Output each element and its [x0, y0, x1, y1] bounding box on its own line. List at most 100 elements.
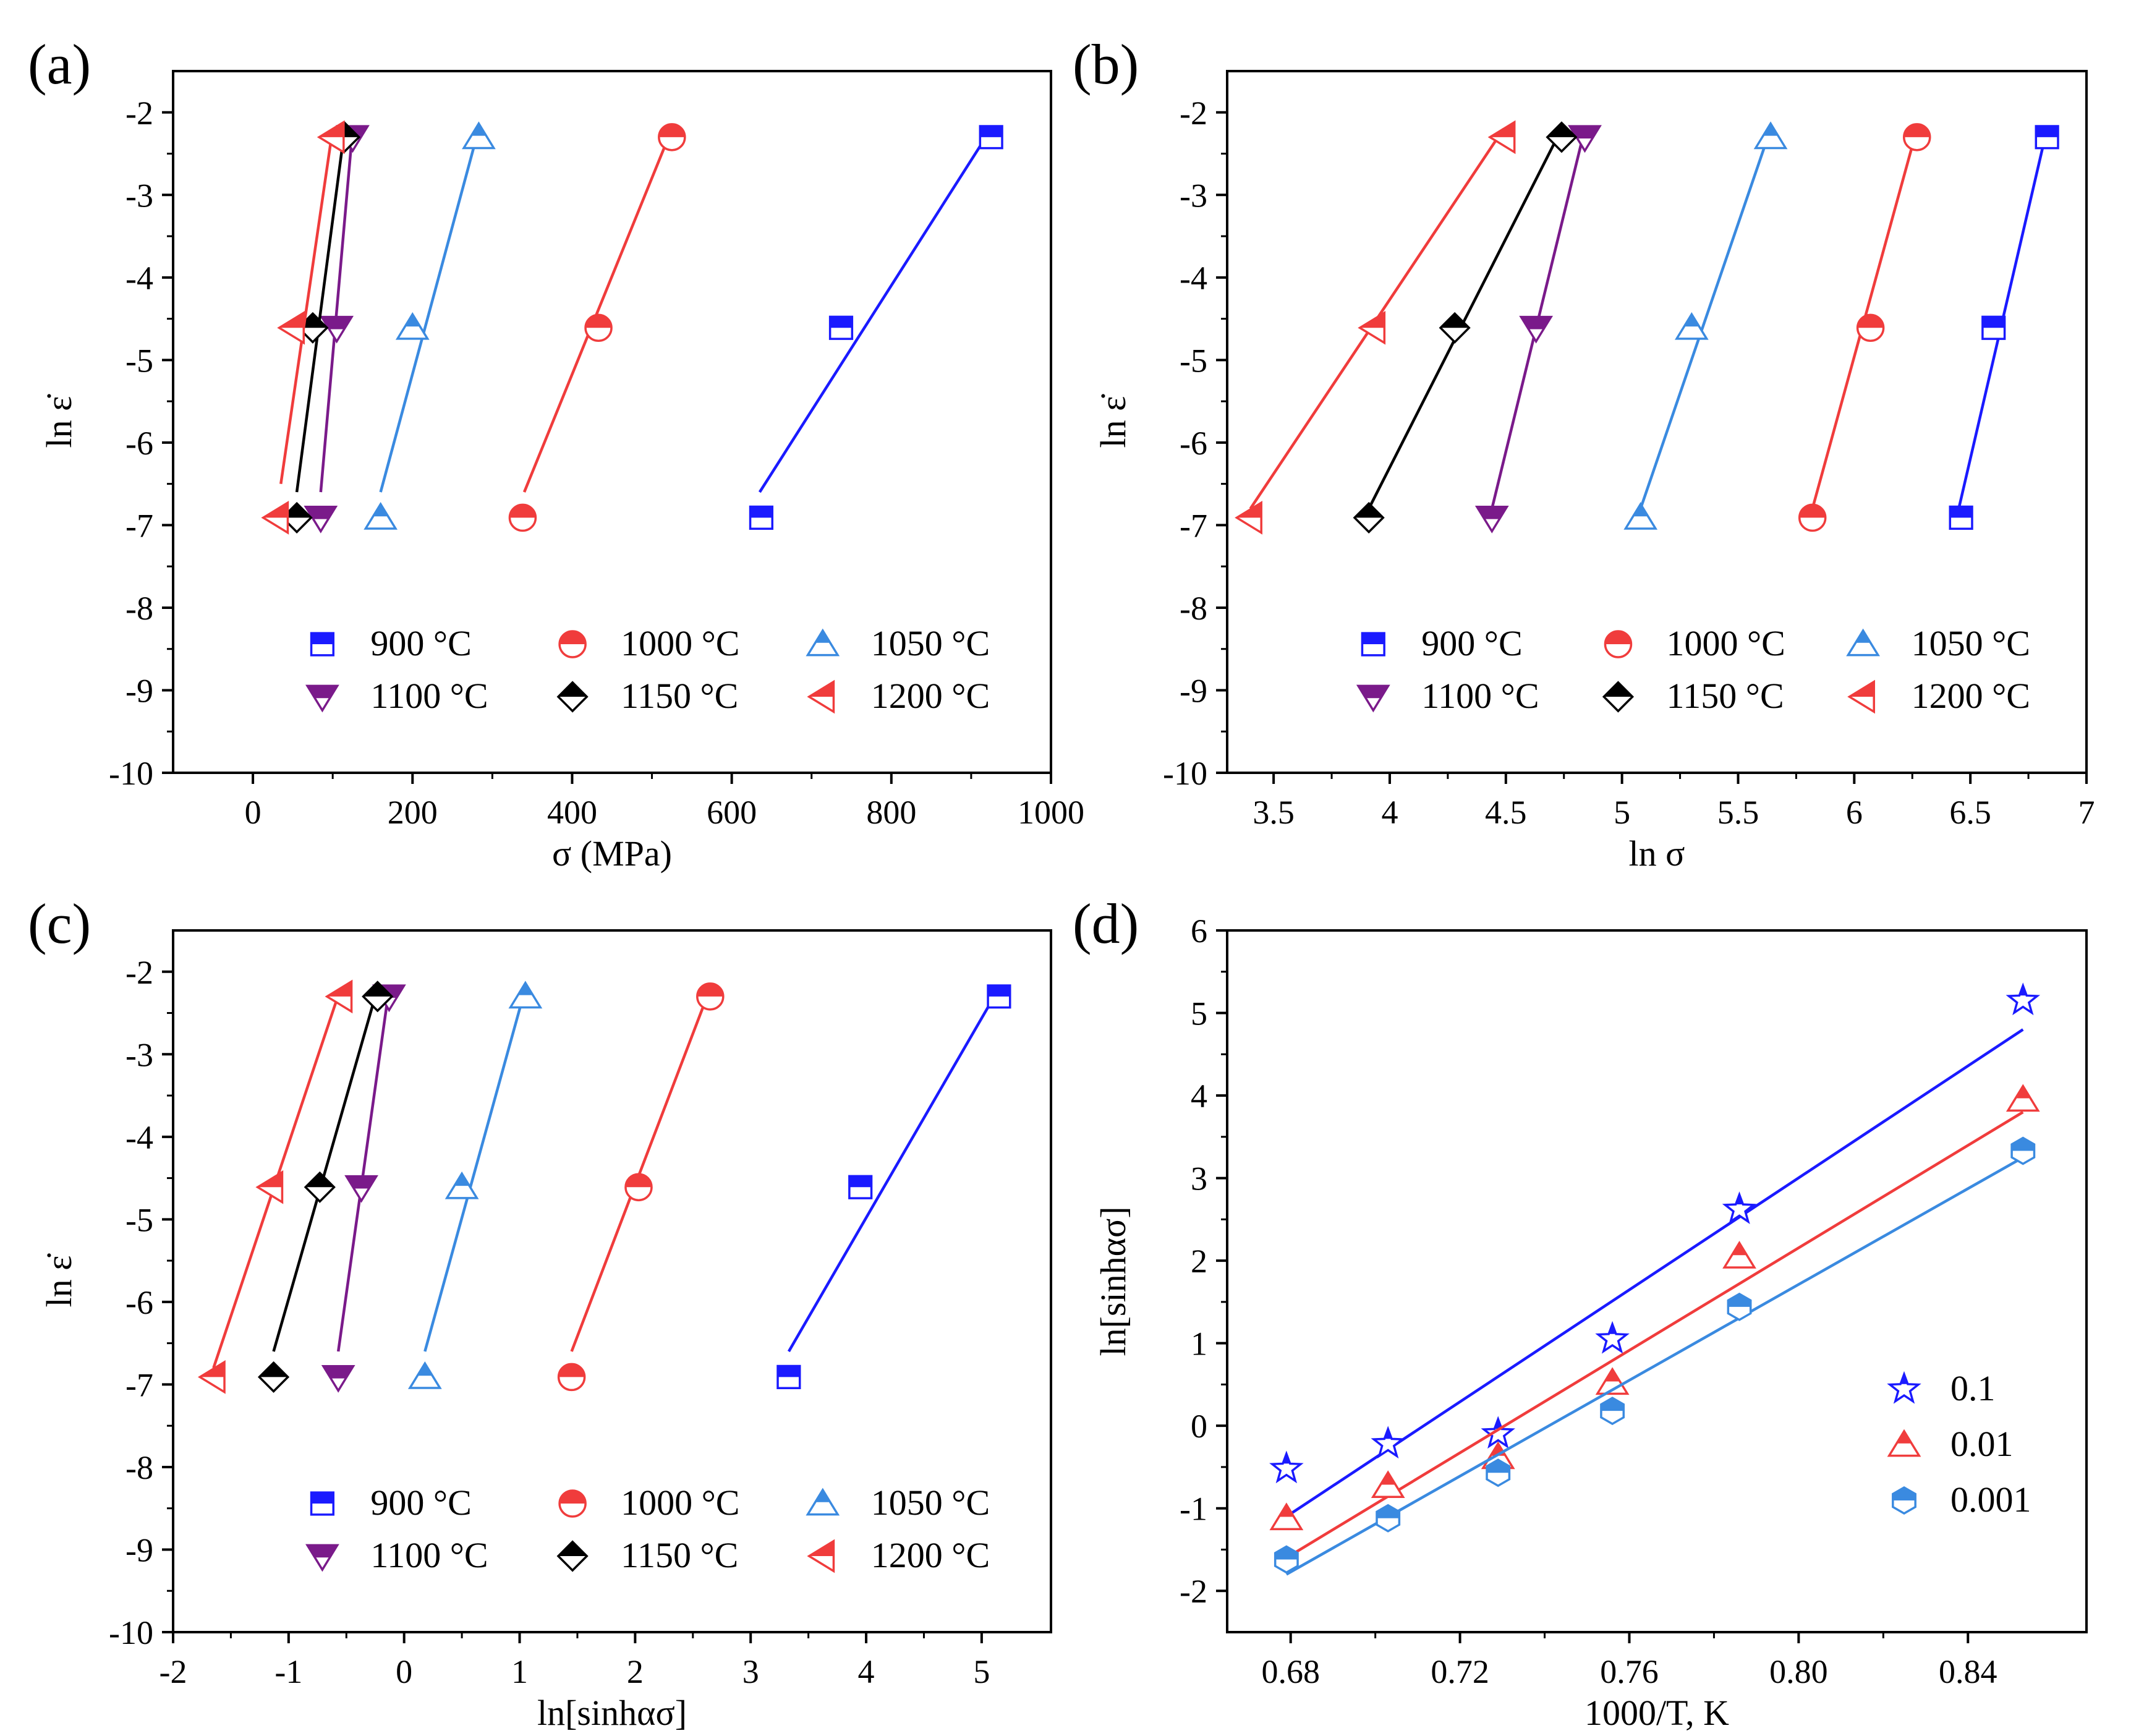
legend-item: 900 °C [1361, 623, 1523, 663]
x-tick-label: 1000 [1018, 794, 1084, 831]
legend-marker [558, 630, 587, 658]
data-point [1623, 501, 1658, 530]
series-900 [1949, 125, 2059, 530]
legend-item: 1000 °C [1604, 623, 1785, 663]
data-point [1949, 505, 1973, 530]
legend-item: 1150 °C [556, 676, 738, 716]
data-point [1722, 1191, 1757, 1224]
series-900 [776, 984, 1011, 1389]
x-tick-label: 800 [866, 794, 916, 831]
legend-item: 1000 °C [558, 623, 739, 663]
series-900 [749, 125, 1003, 530]
x-tick-label: 0 [245, 794, 262, 831]
legend-label: 1100 °C [1421, 676, 1539, 716]
series-1000 [508, 123, 686, 532]
x-axis-title: σ (MPa) [552, 833, 672, 874]
fit-line [570, 987, 712, 1352]
data-point [1371, 1426, 1405, 1459]
axes-frame [1226, 70, 2088, 774]
data-point [1595, 1367, 1630, 1395]
series-r0.01 [1269, 1084, 2040, 1559]
data-point [1568, 125, 1602, 153]
x-axis-title: ln[sinhασ] [537, 1693, 687, 1733]
panel-c: (c)-2 -1 0 1 2 3 4 5-2-3-4-5-6-7-8-9-10ln[sinhα… [28, 892, 1052, 1733]
fit-line [279, 129, 334, 484]
data-point [364, 501, 398, 530]
legend-marker [1887, 1429, 1921, 1457]
data-point [1727, 1292, 1752, 1321]
data-point [1235, 501, 1262, 535]
y-tick-label: -9 [1180, 672, 1207, 709]
data-point [1487, 120, 1516, 155]
legend-marker [310, 632, 334, 657]
series-1050 [364, 121, 496, 530]
data-point [255, 1170, 284, 1204]
panel-b: (b) 3.5 4 4.5 5 5.5 6 6.5 7 -2 -3 -4 -5 -6 -7 -8 -9 -10 ln… [1073, 33, 2095, 874]
legend-marker [1846, 628, 1880, 657]
x-axis-title: ln σ [1629, 833, 1685, 874]
legend-item: 1050 °C [1846, 623, 2030, 663]
legend-marker [806, 628, 840, 657]
data-point [987, 984, 1011, 1009]
y-tick-label: -9 [125, 1531, 153, 1568]
y-tick-label: -2 [1180, 1573, 1207, 1610]
y-tick-label: -5 [125, 342, 153, 379]
y-tick-label: -8 [125, 1449, 153, 1486]
panel-label: (d) [1073, 892, 1139, 955]
series-1200 [197, 979, 353, 1394]
data-point [325, 979, 353, 1014]
data-point [304, 1171, 336, 1203]
legend-marker [1356, 684, 1390, 713]
legend-label: 1000 °C [1666, 623, 1785, 663]
y-tick-label: -6 [1180, 425, 1207, 462]
data-point [1353, 501, 1385, 534]
data-point [362, 981, 394, 1013]
x-tick-label: 5 [1614, 794, 1630, 831]
y-tick-label: -5 [1180, 342, 1207, 379]
data-point [848, 1175, 873, 1199]
legend-label: 900 °C [1421, 623, 1522, 663]
data-point [2006, 1084, 2040, 1112]
y-tick-label: -2 [125, 95, 153, 132]
data-point [1439, 312, 1471, 344]
legend-item: 1200 °C [1847, 676, 2030, 716]
legend-marker [1361, 632, 1385, 657]
x-tick-label: 4.5 [1485, 794, 1527, 831]
data-point [557, 1363, 586, 1392]
fit-line [272, 987, 379, 1352]
y-tick-label: -6 [125, 1284, 153, 1321]
fit-line [336, 988, 391, 1352]
data-point [1371, 1470, 1405, 1499]
legend-label: 1150 °C [621, 676, 738, 716]
y-tick-label: 6 [1191, 913, 1207, 950]
legend-label: 900 °C [370, 1483, 471, 1523]
x-tick-label: 0.84 [1939, 1653, 1997, 1690]
y-tick-label: 2 [1191, 1243, 1207, 1280]
data-point [407, 1361, 442, 1389]
fit-line [319, 129, 354, 493]
legend-item: 1000 °C [558, 1483, 739, 1523]
legend-label: 0.01 [1950, 1424, 2014, 1464]
x-tick-label: 400 [547, 794, 597, 831]
data-point [1274, 1545, 1299, 1574]
y-tick-label: -8 [125, 590, 153, 627]
legend-label: 1150 °C [621, 1535, 738, 1575]
data-point [320, 315, 354, 344]
x-tick-label: 5 [973, 1653, 990, 1690]
legend-marker [556, 1540, 589, 1572]
x-tick-label: 4 [858, 1653, 875, 1690]
legend-marker [1847, 679, 1875, 714]
y-tick-label: -10 [1163, 755, 1207, 792]
data-point [584, 313, 613, 343]
legend-item: 1150 °C [1602, 676, 1784, 716]
data-point [1753, 121, 1788, 150]
y-axis-title: ln ε̇ [1093, 394, 1133, 448]
legend-marker [558, 1489, 587, 1518]
y-tick-label: -10 [109, 755, 153, 792]
fit-line [1285, 1028, 2024, 1518]
data-point [261, 501, 289, 535]
x-tick-label: 1 [511, 1653, 528, 1690]
legend-label: 1100 °C [370, 676, 488, 716]
y-tick-label: -3 [125, 1036, 153, 1073]
